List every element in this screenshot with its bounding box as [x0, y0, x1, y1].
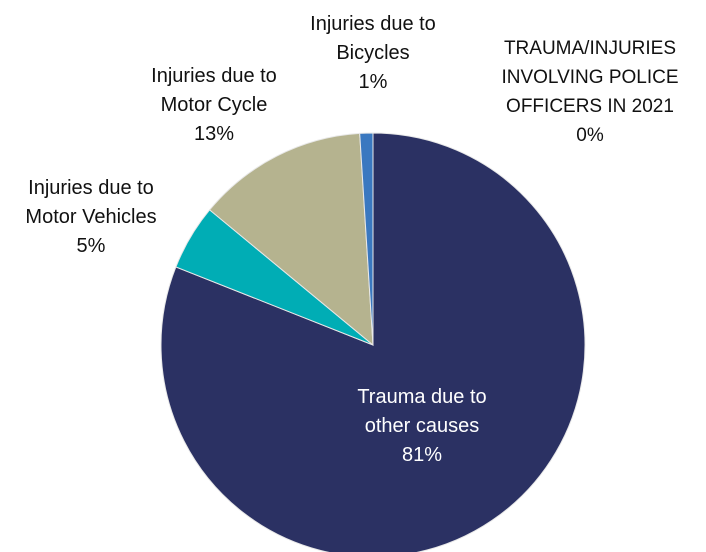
slice-label: Trauma due to other causes 81% [335, 383, 510, 470]
slice-label: Injuries due to Bicycles 1% [286, 10, 461, 97]
value-label: 0% [576, 125, 604, 146]
category-label: Injuries due to Motor Cycle [151, 65, 277, 116]
slice-label: Injuries due to Motor Vehicles 5% [1, 174, 181, 261]
pie-slice [208, 132, 374, 347]
category-label: Injuries due to Bicycles [310, 13, 436, 64]
value-label: 81% [401, 444, 443, 466]
value-label: 1% [358, 71, 388, 93]
slice-label: TRAUMA/INJURIES INVOLVING POLICE OFFICER… [478, 34, 703, 150]
slice-label: Injuries due to Motor Cycle 13% [127, 62, 302, 149]
value-label: 5% [76, 235, 106, 257]
category-label: TRAUMA/INJURIES INVOLVING POLICE OFFICER… [501, 38, 679, 117]
category-label: Injuries due to Motor Vehicles [25, 177, 157, 228]
category-label: Trauma due to other causes [357, 386, 487, 437]
value-label: 13% [193, 123, 235, 145]
pie-slice [160, 132, 586, 552]
